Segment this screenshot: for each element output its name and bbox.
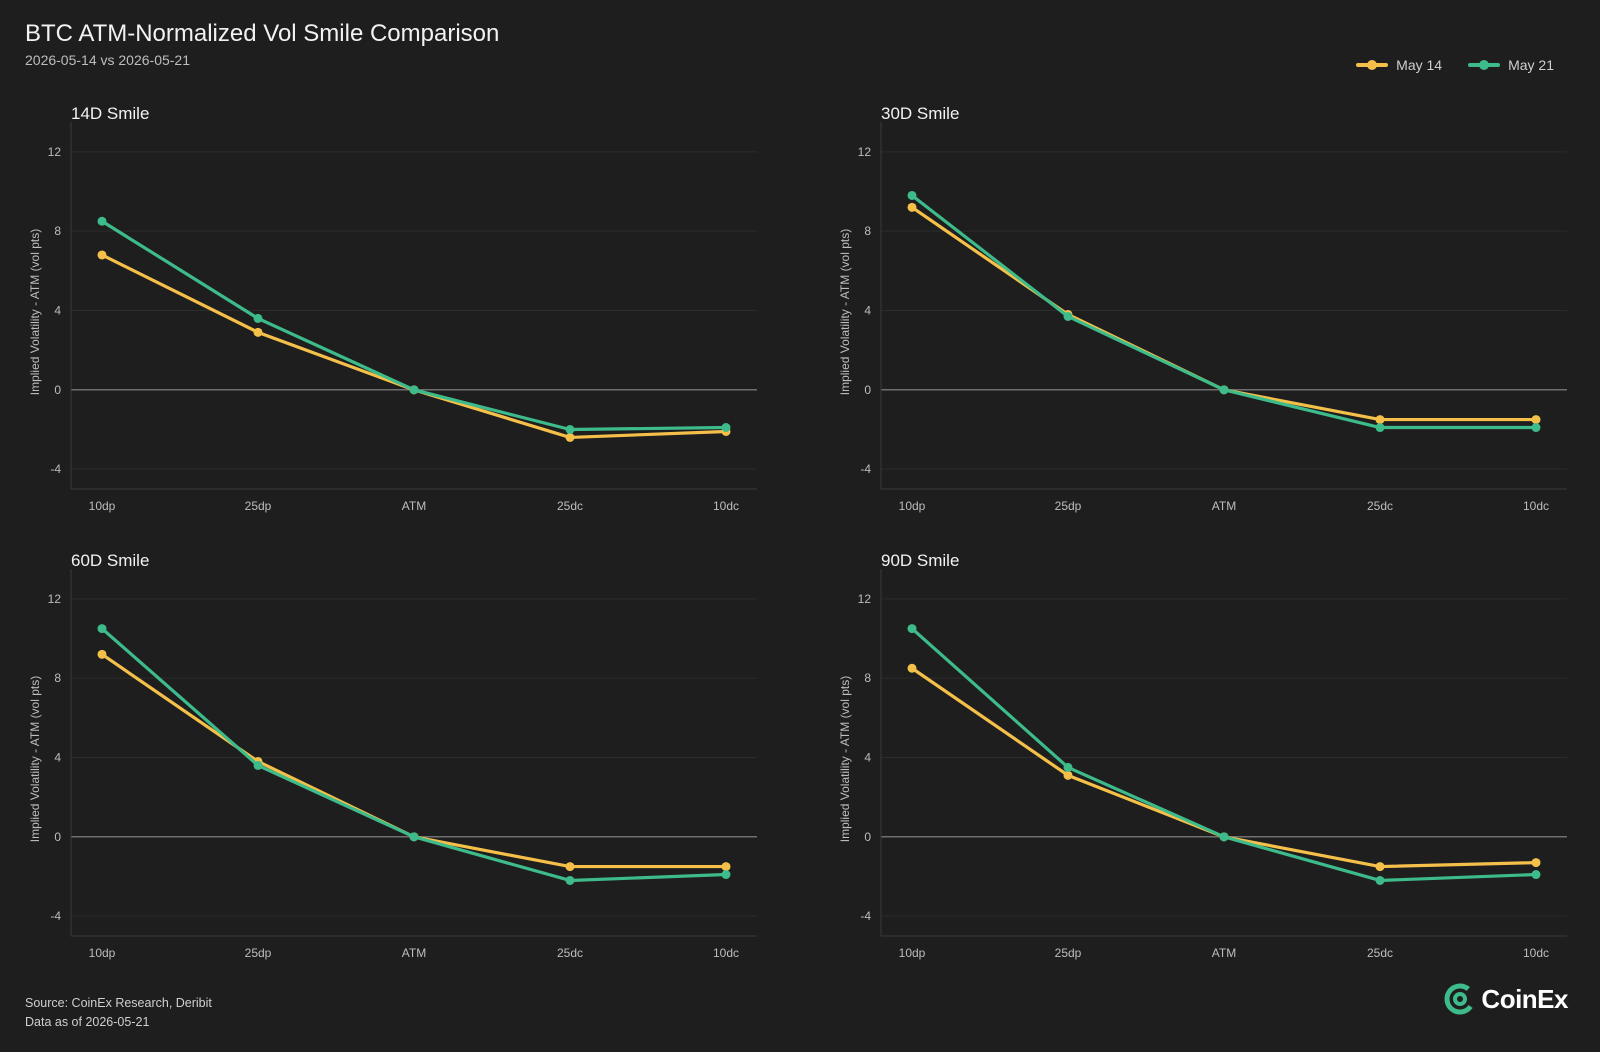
data-point-may21-14d [97, 216, 107, 226]
y-tick-label-30d: 12 [858, 145, 872, 159]
data-point-may21-90d [1063, 762, 1073, 772]
data-point-may21-60d [253, 760, 263, 770]
x-tick-label-30d: 25dc [1367, 499, 1393, 513]
y-tick-label-14d: 12 [48, 145, 62, 159]
x-tick-label-30d: 10dp [899, 499, 926, 513]
data-point-may14-30d [907, 202, 917, 212]
y-tick-label-60d: -4 [50, 909, 61, 923]
data-point-may21-14d [253, 313, 263, 323]
x-tick-label-30d: 10dc [1523, 499, 1549, 513]
data-point-may21-30d [907, 190, 917, 200]
x-tick-label-14d: 25dp [245, 499, 272, 513]
data-point-may14-30d [1375, 415, 1385, 425]
panel-title-14d: 14D Smile [71, 104, 150, 123]
data-point-may21-14d [721, 423, 731, 433]
data-point-may14-60d [565, 862, 575, 872]
y-tick-label-60d: 0 [54, 830, 61, 844]
legend-item-may21: May 21 [1468, 57, 1554, 73]
chart-title: BTC ATM-Normalized Vol Smile Comparison [25, 20, 500, 47]
as-of-note: Data as of 2026-05-21 [25, 1015, 150, 1029]
data-point-may21-30d [1531, 423, 1541, 433]
y-tick-label-14d: -4 [50, 462, 61, 476]
logo: CoinEx [1443, 982, 1568, 1016]
series-line-may21-14d [100, 219, 728, 432]
data-point-may14-30d [1531, 415, 1541, 425]
x-tick-label-60d: 25dc [557, 946, 583, 960]
data-point-may21-60d [721, 870, 731, 880]
panel-title-60d: 60D Smile [71, 551, 150, 570]
x-tick-label-14d: ATM [402, 499, 426, 513]
legend-label-may21: May 21 [1508, 57, 1554, 73]
y-tick-label-14d: 0 [54, 383, 61, 397]
y-tick-label-60d: 12 [48, 592, 62, 606]
y-tick-label-14d: 4 [54, 304, 61, 318]
logo-text: CoinEx [1481, 983, 1568, 1014]
series-line-may21-90d [910, 626, 1538, 883]
data-point-may21-60d [565, 875, 575, 885]
x-tick-label-90d: 10dc [1523, 946, 1549, 960]
footer: Source: CoinEx Research, Deribit Data as… [25, 994, 212, 1032]
data-point-may21-60d [97, 624, 107, 634]
y-tick-label-30d: 4 [864, 304, 871, 318]
data-point-may21-90d [1531, 870, 1541, 880]
data-point-may21-90d [1219, 832, 1229, 842]
x-tick-label-30d: ATM [1212, 499, 1236, 513]
x-tick-label-14d: 10dp [89, 499, 116, 513]
y-tick-label-90d: 8 [864, 671, 871, 685]
data-point-may14-90d [1531, 858, 1541, 868]
data-point-may21-60d [409, 832, 419, 842]
data-point-may14-90d [1375, 862, 1385, 872]
data-point-may21-14d [409, 385, 419, 395]
data-point-may14-14d [253, 327, 263, 337]
legend: May 14 May 21 [1356, 57, 1554, 73]
data-point-may21-30d [1219, 385, 1229, 395]
x-tick-label-90d: 25dp [1055, 946, 1082, 960]
coinex-logo-icon [1444, 983, 1476, 1015]
series-line-may21-60d [100, 626, 728, 883]
data-point-may14-14d [565, 432, 575, 442]
x-tick-label-90d: 25dc [1367, 946, 1393, 960]
legend-swatch-may14 [1356, 60, 1389, 70]
data-point-may21-30d [1375, 423, 1385, 433]
data-point-may21-90d [1375, 875, 1385, 885]
data-point-may21-30d [1063, 311, 1073, 321]
x-tick-label-30d: 25dp [1055, 499, 1082, 513]
x-tick-label-90d: 10dp [899, 946, 926, 960]
y-tick-label-30d: 0 [864, 383, 871, 397]
data-point-may14-90d [1063, 770, 1073, 780]
source-note: Source: CoinEx Research, Deribit [25, 996, 212, 1010]
data-point-may14-60d [721, 862, 731, 872]
x-tick-label-14d: 25dc [557, 499, 583, 513]
x-tick-label-90d: ATM [1212, 946, 1236, 960]
chart-subtitle: 2026-05-14 vs 2026-05-21 [25, 52, 191, 68]
y-tick-label-90d: 12 [858, 592, 872, 606]
data-point-may14-14d [97, 250, 107, 260]
legend-swatch-may21 [1468, 60, 1501, 70]
y-tick-label-30d: 8 [864, 224, 871, 238]
y-tick-label-30d: -4 [860, 462, 871, 476]
x-tick-label-60d: 25dp [245, 946, 272, 960]
data-point-may14-90d [907, 663, 917, 673]
y-tick-label-14d: 8 [54, 224, 61, 238]
panel-title-90d: 90D Smile [881, 551, 960, 570]
x-tick-label-14d: 10dc [713, 499, 739, 513]
y-tick-label-60d: 4 [54, 751, 61, 765]
data-point-may21-90d [907, 624, 917, 634]
series-line-may14-14d [100, 253, 728, 440]
legend-label-may14: May 14 [1396, 57, 1443, 73]
y-tick-label-90d: 4 [864, 751, 871, 765]
legend-item-may14: May 14 [1356, 57, 1442, 73]
data-point-may21-14d [565, 425, 575, 434]
x-tick-label-60d: 10dp [89, 946, 116, 960]
x-tick-label-60d: 10dc [713, 946, 739, 960]
y-tick-label-90d: -4 [860, 909, 871, 923]
y-tick-label-90d: 0 [864, 830, 871, 844]
y-tick-label-60d: 8 [54, 671, 61, 685]
panel-title-30d: 30D Smile [881, 104, 960, 123]
x-tick-label-60d: ATM [402, 946, 426, 960]
data-point-may14-60d [97, 649, 107, 659]
